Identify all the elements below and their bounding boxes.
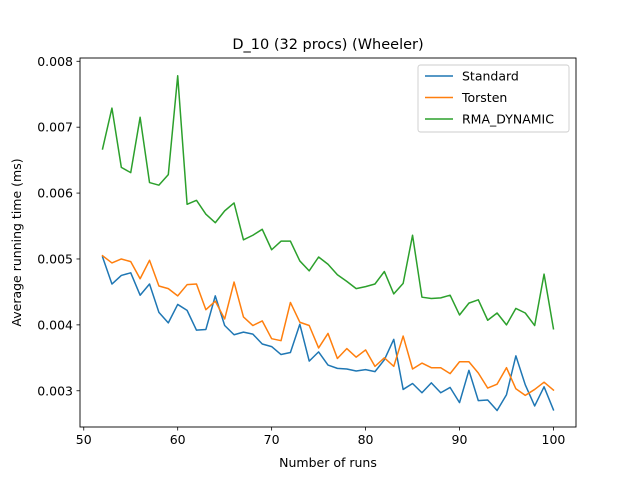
y-tick-label: 0.006 [37,186,73,201]
series-line-torsten [101,254,555,397]
x-tick-label: 90 [452,432,468,447]
legend-label-rma-dynamic: RMA_DYNAMIC [462,112,554,127]
x-axis: 50 60 70 80 90 100 [76,427,566,447]
y-axis: 0.003 0.004 0.005 0.006 0.007 0.008 [37,54,80,398]
y-tick-label: 0.003 [37,383,73,398]
x-tick-label: 100 [542,432,566,447]
series-line-rma-dynamic [101,75,555,330]
legend-label-standard: Standard [462,69,519,84]
y-tick-label: 0.008 [37,54,73,69]
y-axis-label: Average running time (ms) [9,158,24,326]
series-layer [101,75,555,412]
x-tick-label: 70 [264,432,280,447]
y-tick-label: 0.005 [37,251,73,266]
y-tick-label: 0.007 [37,120,73,135]
plot-frame [79,57,577,428]
chart-title: D_10 (32 procs) (Wheeler) [232,37,423,53]
legend-label-torsten: Torsten [461,90,507,105]
x-tick-label: 80 [358,432,374,447]
legend: Standard Torsten RMA_DYNAMIC [417,64,570,133]
legend-frame [417,64,570,133]
y-tick-label: 0.004 [37,317,73,332]
x-tick-label: 60 [170,432,186,447]
x-tick-label: 50 [76,432,92,447]
x-axis-label: Number of runs [279,455,377,470]
series-line-standard [101,256,555,412]
